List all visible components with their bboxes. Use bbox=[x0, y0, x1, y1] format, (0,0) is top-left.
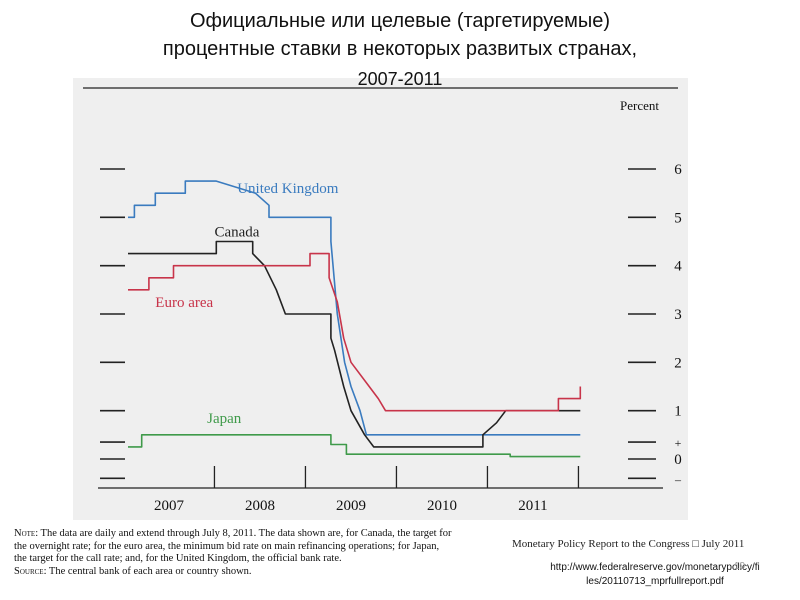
source-url[interactable]: http://www.federalreserve.gov/monetarypo… bbox=[520, 561, 790, 589]
y-tick-label: 0 bbox=[674, 452, 682, 468]
x-tick-label: 2008 bbox=[245, 498, 275, 514]
series-line-japan bbox=[128, 433, 581, 458]
y-tick-label: 6 bbox=[674, 162, 682, 178]
slide-number: 10 bbox=[734, 561, 746, 572]
y-tick-label: + bbox=[675, 436, 682, 450]
rates-line-chart: 6 5 4 3 2 1 +0 – Percent United Kingdom Canada Eu… bbox=[83, 87, 682, 514]
series-layer bbox=[128, 180, 582, 458]
series-labels: United Kingdom Canada Euro area Japan bbox=[155, 181, 338, 427]
note-label: Note: bbox=[14, 528, 39, 539]
x-tick-label: 2010 bbox=[427, 498, 457, 514]
series-label-canada: Canada bbox=[214, 225, 259, 241]
x-tick-label: 2011 bbox=[518, 498, 547, 514]
slide-title-line-1: Официальные или целевые (таргетируемые) bbox=[189, 10, 611, 32]
source-url-line-2[interactable]: les/20110713_mprfullreport.pdf bbox=[586, 576, 724, 587]
source-text: The central bank of each area or country… bbox=[48, 565, 252, 577]
series-line-canada bbox=[128, 240, 581, 448]
series-line-united-kingdom bbox=[128, 180, 581, 436]
y-tick-label: – bbox=[674, 472, 682, 486]
slide-title-line-3: 2007-2011 bbox=[357, 69, 443, 89]
y-tick-label: 4 bbox=[674, 259, 682, 275]
y-tick-label: 2 bbox=[674, 355, 682, 371]
series-label-japan: Japan bbox=[207, 411, 242, 427]
report-reference: Monetary Policy Report to the Congress □… bbox=[512, 538, 745, 550]
x-tick-label: 2009 bbox=[336, 498, 366, 514]
note-text: The data are daily and extend through Ju… bbox=[14, 528, 452, 564]
y-tick-label: 5 bbox=[674, 210, 682, 226]
y-axis-left bbox=[100, 168, 125, 480]
chart-panel: 6 5 4 3 2 1 +0 – Percent United Kingdom Canada Eu… bbox=[73, 78, 688, 520]
y-axis-right: 6 5 4 3 2 1 +0 – bbox=[628, 162, 682, 486]
y-tick-label: 1 bbox=[674, 404, 682, 420]
series-label-united-kingdom: United Kingdom bbox=[237, 181, 339, 197]
source-url-line-1[interactable]: http://www.federalreserve.gov/monetarypo… bbox=[550, 562, 760, 573]
series-line-euro-area bbox=[128, 252, 582, 412]
x-axis: 2007 2008 2009 2010 2011 bbox=[98, 466, 663, 514]
y-axis-label: Percent bbox=[620, 98, 659, 113]
x-tick-label: 2007 bbox=[154, 498, 185, 514]
series-label-euro-area: Euro area bbox=[155, 295, 213, 311]
chart-note: Note: The data are daily and extend thro… bbox=[14, 528, 454, 578]
slide-title-line-2: процентные ставки в некоторых развитых с… bbox=[162, 38, 638, 60]
y-tick-label: 3 bbox=[674, 307, 682, 323]
source-label: Source: bbox=[14, 565, 47, 577]
